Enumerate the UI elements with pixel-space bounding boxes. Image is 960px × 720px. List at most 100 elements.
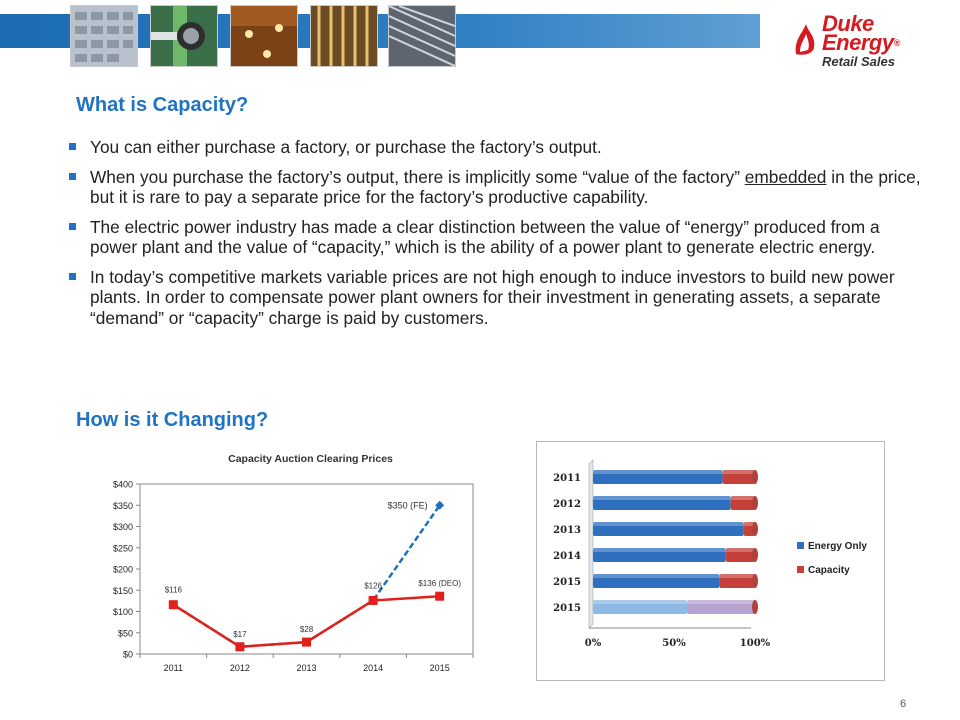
chart-title: Capacity Auction Clearing Prices [228, 453, 393, 465]
bar-highlight [593, 600, 687, 604]
bullet-text: The electric power industry has made a c… [90, 216, 880, 258]
bar-highlight [725, 548, 755, 552]
energy-capacity-bar-chart-frame: 2011 2012 2013 2014 2015 2015 0% 50% 100% Energy … [536, 441, 885, 681]
bar-segment [593, 574, 720, 588]
y-tick-label: $300 [113, 522, 133, 532]
bar-segment [730, 496, 755, 510]
data-point-square [168, 600, 178, 610]
logo-word-duke: Duke [822, 11, 874, 36]
bar-highlight [593, 496, 731, 500]
bullet-text: You can either purchase a factory, or pu… [90, 137, 602, 157]
bullet-square-icon [69, 172, 76, 180]
x-tick-label: 2014 [363, 663, 383, 673]
control-panel-photo [70, 5, 138, 67]
bar-segment [593, 600, 687, 614]
x-tick-label: 2013 [296, 663, 316, 673]
bullet-emphasis: embedded [744, 166, 827, 187]
bar-segment [725, 548, 755, 562]
section-heading-changing: How is it Changing? [76, 409, 269, 431]
x-tick-label: 2015 [430, 663, 450, 673]
legend-swatch [797, 542, 804, 549]
bullet-item: The electric power industry has made a c… [66, 217, 926, 258]
bar-segment [593, 496, 731, 510]
bar-segment [719, 574, 755, 588]
bar-highlight [593, 470, 723, 474]
data-point-square [368, 595, 378, 605]
y-category-label: 2015 [553, 603, 581, 614]
turbine-blades-photo [388, 5, 456, 67]
y-tick-label: $400 [113, 480, 133, 490]
logo-tagline: Retail Sales [822, 54, 895, 69]
registered-mark: ® [893, 38, 901, 48]
y-tick-label: $0 [123, 650, 133, 660]
y-tick-label: $200 [113, 565, 133, 575]
data-point-square [435, 591, 445, 601]
bar-end-cap [752, 600, 758, 614]
bar-highlight [593, 548, 726, 552]
y-tick-label: $150 [113, 586, 133, 596]
plot-side-wall [588, 459, 594, 629]
y-tick-label: $250 [113, 543, 133, 553]
bar-segment [722, 470, 755, 484]
bullet-list: You can either purchase a factory, or pu… [66, 137, 926, 337]
x-tick-label: 0% [585, 638, 602, 649]
bar-end-cap [752, 548, 758, 562]
data-label: $116 [165, 586, 183, 595]
flame-icon [795, 24, 815, 55]
x-tick-label: 100% [740, 638, 771, 649]
bullet-square-icon [69, 222, 76, 230]
bullet-text-tail: in the price, but it is rare to pay a se… [90, 166, 921, 208]
bar-end-cap [752, 496, 758, 510]
bullet-item: When you purchase the factory’s output, … [66, 167, 926, 208]
duke-energy-logo: Duke Energy® Retail Sales [792, 11, 912, 74]
bullet-text: When you purchase the factory’s output, … [90, 166, 745, 187]
bar-highlight [730, 496, 755, 500]
y-category-label: 2011 [553, 473, 581, 484]
energy-capacity-bar-chart: 2011 2012 2013 2014 2015 2015 0% 50% 100% Energy … [553, 459, 867, 649]
valves-photo [150, 5, 218, 67]
legend-swatch [797, 566, 804, 573]
x-tick-label: 2012 [230, 663, 250, 673]
bar-segment [593, 522, 744, 536]
capacity-price-line-chart: Capacity Auction Clearing Prices $0 $50 $10… [113, 453, 474, 673]
bar-segment [593, 548, 726, 562]
data-label: $136 (DEO) [418, 579, 461, 588]
y-tick-label: $350 [113, 501, 133, 511]
bar-highlight [722, 470, 755, 474]
bar-highlight [593, 574, 720, 578]
logo-word-energy: Energy® [822, 30, 901, 55]
interior-photo [310, 5, 378, 67]
section-heading-capacity: What is Capacity? [76, 94, 249, 116]
bullet-text: In today’s competitive markets variable … [90, 266, 895, 328]
bar-segment [686, 600, 755, 614]
bullet-square-icon [69, 272, 76, 280]
bar-highlight [686, 600, 755, 604]
bar-segment [593, 470, 723, 484]
data-label: $28 [300, 625, 314, 634]
bullet-square-icon [69, 143, 76, 150]
legend-label: Capacity [808, 565, 850, 576]
ceiling-photo [230, 5, 298, 67]
data-point-square [302, 637, 311, 647]
bar-highlight [719, 574, 755, 578]
data-label: $126 [364, 581, 382, 590]
x-tick-label: 50% [662, 638, 686, 649]
x-tick-label: 2011 [164, 663, 183, 673]
bar-highlight [593, 522, 744, 526]
header-banner: Duke Energy® Retail Sales [0, 0, 960, 78]
bar-segment [743, 522, 755, 536]
logo-energy-text: Energy [822, 30, 894, 55]
data-point-square [235, 642, 245, 652]
y-tick-label: $100 [113, 607, 133, 617]
legend-label: Energy Only [808, 541, 867, 552]
bar-end-cap [752, 522, 758, 536]
data-label: $17 [233, 630, 247, 639]
bullet-item: You can either purchase a factory, or pu… [66, 137, 926, 158]
y-category-label: 2012 [553, 499, 581, 510]
y-category-label: 2015 [553, 577, 581, 588]
bullet-item: In today’s competitive markets variable … [66, 267, 926, 329]
y-category-label: 2014 [553, 551, 581, 562]
data-label: $350 (FE) [388, 500, 428, 510]
bar-highlight [743, 522, 755, 526]
data-point-diamond [435, 500, 445, 510]
